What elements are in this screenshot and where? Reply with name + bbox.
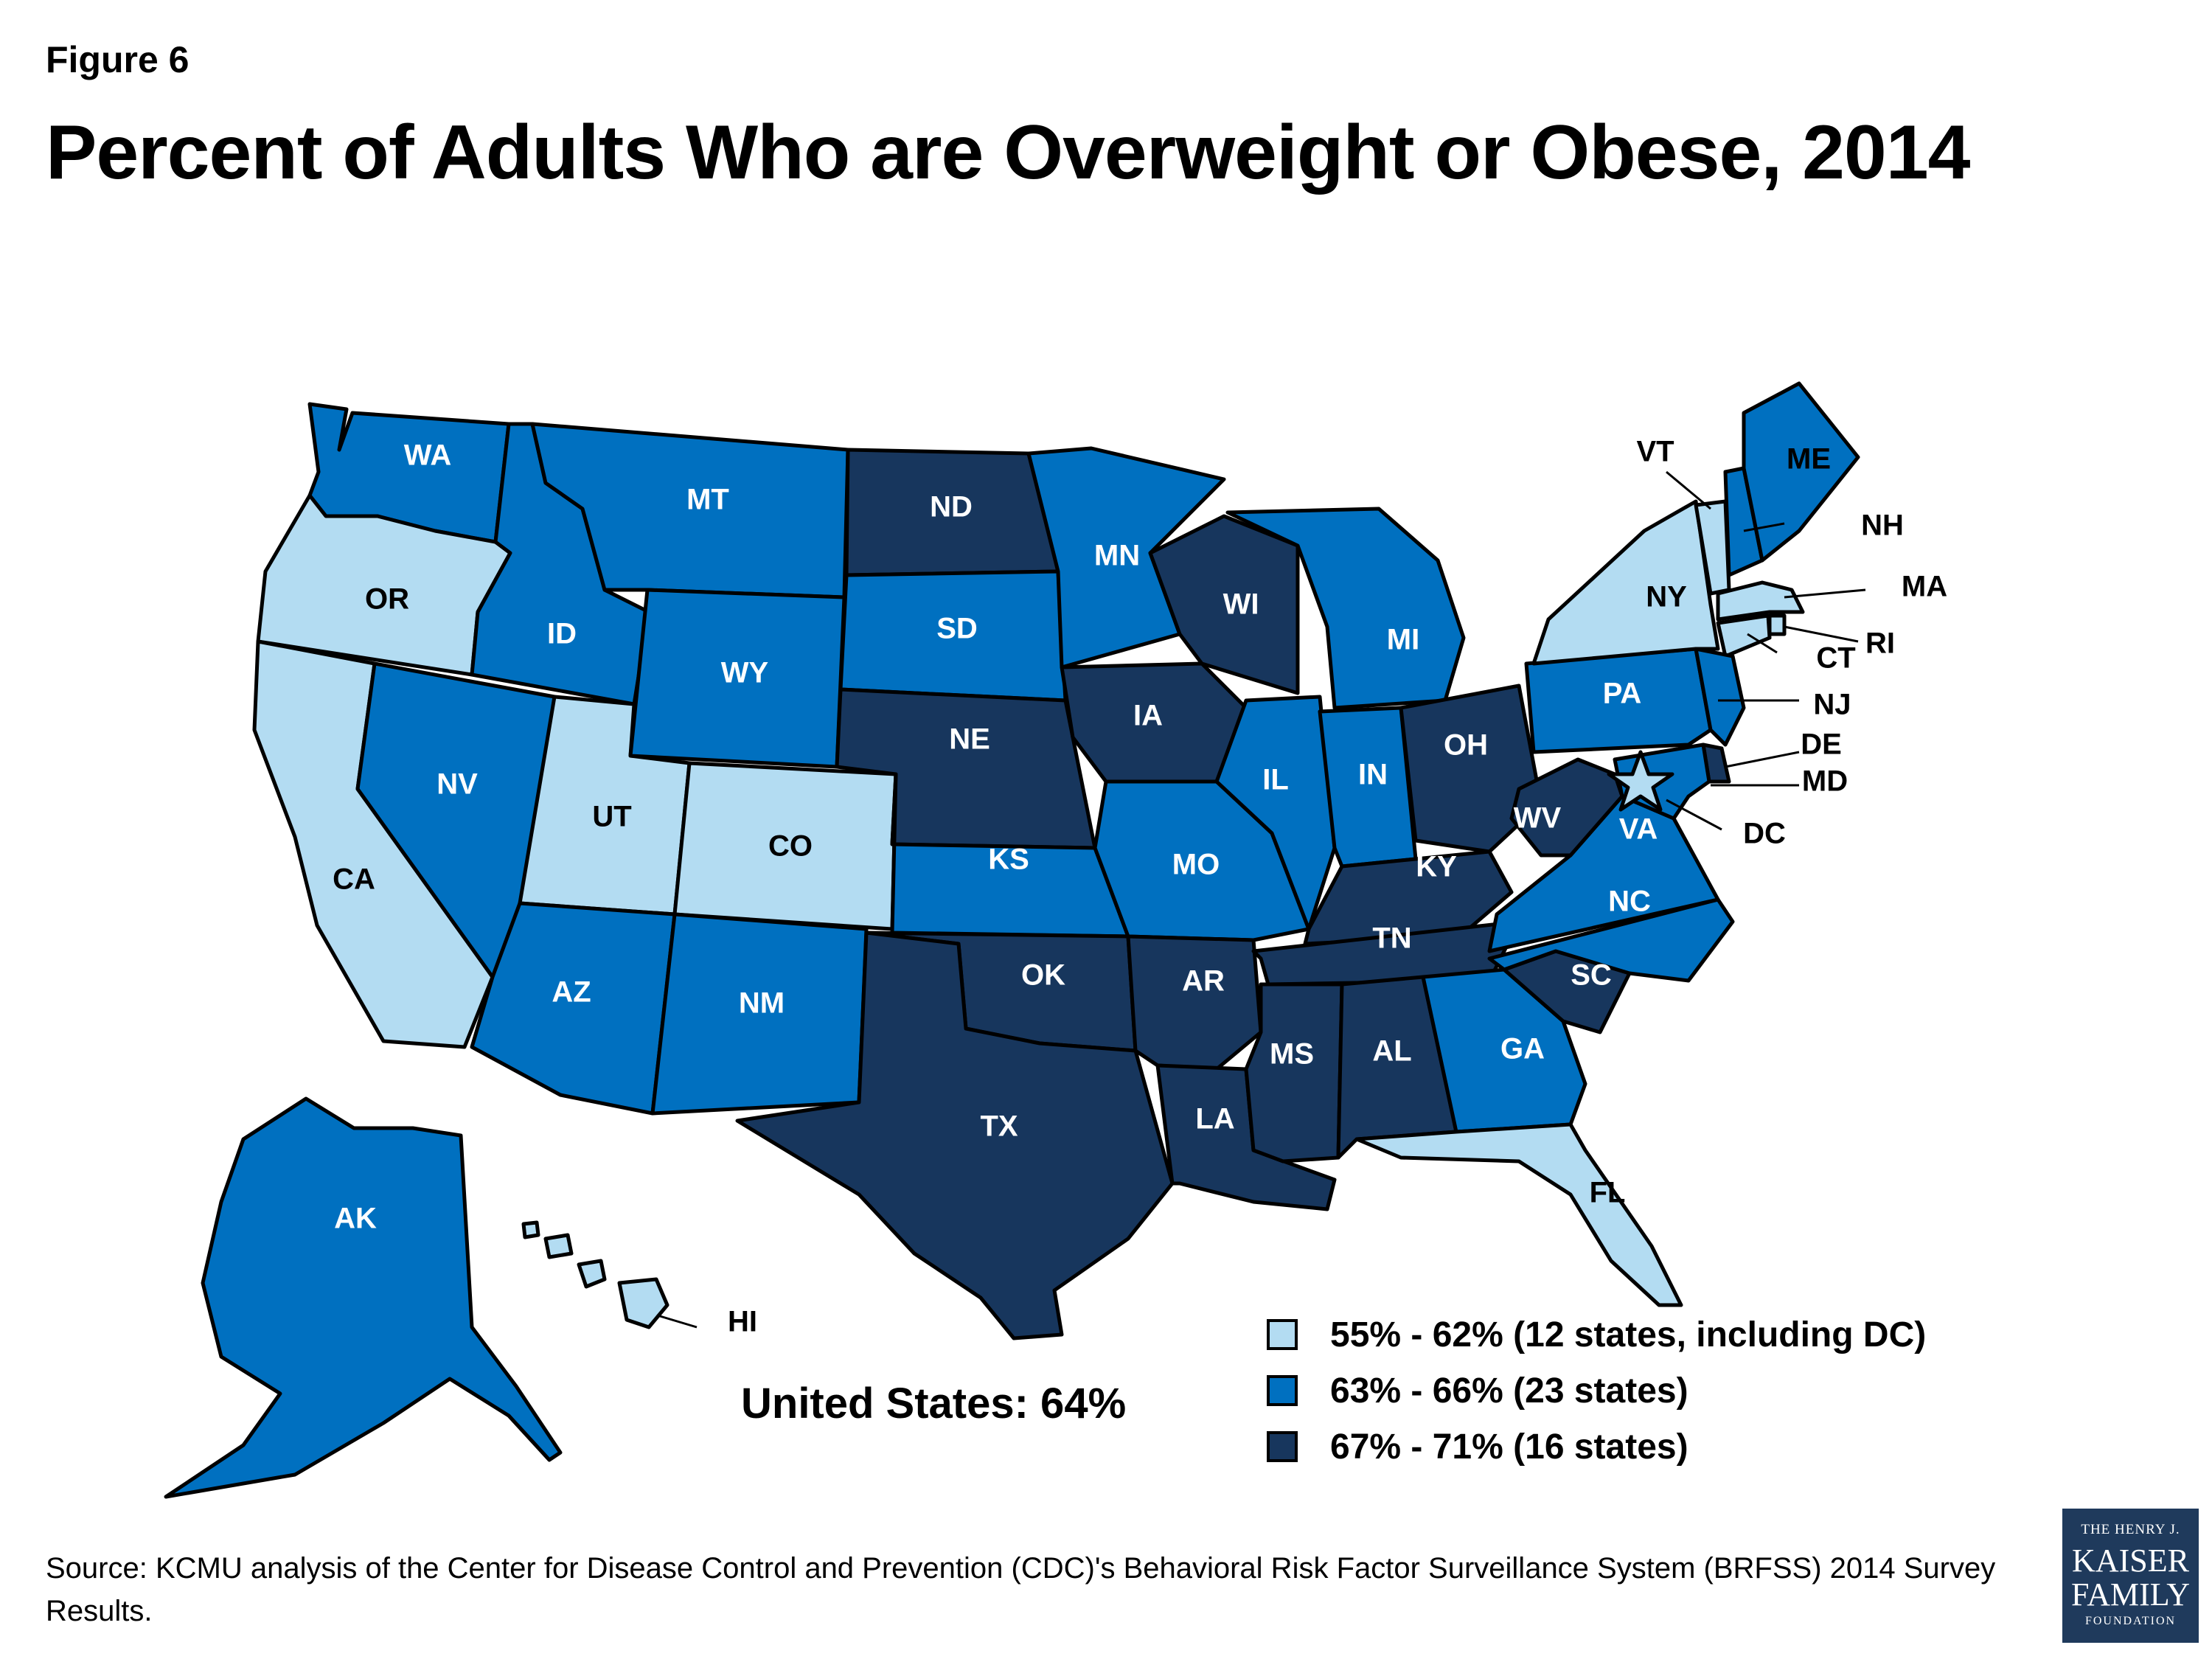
label-FL: FL <box>1590 1177 1626 1209</box>
state-labels: WA OR CA ID NV UT AZ MT WY CO NM ND SD N… <box>333 436 1947 1338</box>
label-MO: MO <box>1172 849 1220 881</box>
state-KY <box>1303 849 1514 946</box>
leader-lines <box>659 470 1866 1329</box>
logo-line: FOUNDATION <box>2084 1615 2177 1627</box>
label-LA: LA <box>1195 1103 1234 1135</box>
label-MT: MT <box>686 484 729 516</box>
label-AZ: AZ <box>552 976 591 1009</box>
logo-line: KAISER <box>2072 1543 2189 1579</box>
label-ND: ND <box>930 491 973 524</box>
legend-item-mid: 63% - 66% (23 states) <box>1267 1363 1926 1419</box>
label-CA: CA <box>333 863 375 896</box>
legend-label: 55% - 62% (12 states, including DC) <box>1330 1315 1927 1354</box>
us-total: United States: 64% <box>741 1380 1127 1427</box>
label-OK: OK <box>1021 959 1065 992</box>
source-note: Source: KCMU analysis of the Center for … <box>46 1552 1996 1627</box>
state-ME <box>1742 381 1860 563</box>
label-ME: ME <box>1787 443 1831 476</box>
label-VT: VT <box>1636 436 1674 468</box>
label-WV: WV <box>1514 802 1562 835</box>
state-NJ <box>1694 647 1746 747</box>
label-TN: TN <box>1372 922 1411 955</box>
label-NE: NE <box>949 723 990 756</box>
state-CT <box>1716 613 1772 658</box>
legend-swatch-dark <box>1267 1431 1298 1462</box>
state-FL <box>1354 1122 1683 1307</box>
label-KS: KS <box>988 844 1029 876</box>
logo-line: FAMILY <box>2070 1576 2190 1613</box>
state-DC-star <box>1607 750 1674 812</box>
label-NY: NY <box>1646 581 1687 613</box>
state-MA <box>1716 580 1805 622</box>
label-CO: CO <box>768 830 813 863</box>
label-UT: UT <box>592 801 631 833</box>
label-RI: RI <box>1865 627 1895 660</box>
state-NC <box>1487 897 1735 983</box>
state-AK <box>164 1096 563 1499</box>
legend-item-dark: 67% - 71% (16 states) <box>1267 1419 1926 1475</box>
label-IL: IL <box>1262 764 1289 796</box>
label-IA: IA <box>1133 700 1163 732</box>
label-NJ: NJ <box>1813 689 1851 721</box>
label-MD: MD <box>1802 765 1848 798</box>
legend-item-light: 55% - 62% (12 states, including DC) <box>1267 1307 1926 1363</box>
label-SC: SC <box>1571 959 1612 992</box>
kff-logo: THE HENRY J. KAISER FAMILY FOUNDATION <box>2062 1509 2199 1643</box>
label-WY: WY <box>721 657 769 689</box>
state-MS <box>1244 982 1344 1164</box>
label-CT: CT <box>1816 642 1855 675</box>
legend-label: 67% - 71% (16 states) <box>1330 1427 1688 1467</box>
label-DC: DC <box>1743 818 1786 850</box>
label-WI: WI <box>1223 588 1259 621</box>
label-DE: DE <box>1801 728 1842 761</box>
state-HI-island-4 <box>521 1220 540 1239</box>
label-IN: IN <box>1358 759 1388 791</box>
state-NY <box>1531 499 1720 666</box>
label-NM: NM <box>739 987 785 1020</box>
label-NH: NH <box>1861 509 1904 542</box>
legend-swatch-mid <box>1267 1375 1298 1406</box>
label-SD: SD <box>936 613 978 645</box>
state-HI-island-2 <box>577 1259 607 1289</box>
label-GA: GA <box>1500 1033 1545 1065</box>
state-WV <box>1509 757 1624 858</box>
label-NC: NC <box>1608 886 1651 918</box>
state-HI-island-3 <box>543 1233 574 1259</box>
label-AR: AR <box>1182 965 1225 998</box>
state-RI <box>1767 613 1787 636</box>
state-HI <box>617 1277 669 1329</box>
label-WA: WA <box>404 439 451 472</box>
label-OR: OR <box>365 583 409 616</box>
label-NV: NV <box>437 768 478 801</box>
legend-swatch-light <box>1267 1319 1298 1350</box>
label-HI: HI <box>728 1306 757 1338</box>
logo-line: THE HENRY J. <box>2081 1522 2180 1537</box>
label-OH: OH <box>1444 729 1488 762</box>
figure-label: Figure 6 <box>46 39 189 80</box>
state-TX <box>735 931 1175 1340</box>
state-OH <box>1399 684 1543 854</box>
label-MN: MN <box>1094 540 1140 572</box>
label-AK: AK <box>334 1203 377 1235</box>
label-MS: MS <box>1270 1038 1314 1071</box>
legend: 55% - 62% (12 states, including DC) 63% … <box>1267 1307 1926 1475</box>
label-ID: ID <box>547 618 577 650</box>
label-MA: MA <box>1902 571 1947 603</box>
label-TX: TX <box>980 1110 1018 1143</box>
label-AL: AL <box>1372 1035 1411 1068</box>
chart-title: Percent of Adults Who are Overweight or … <box>46 110 1970 195</box>
label-VA: VA <box>1619 813 1658 846</box>
state-AR <box>1126 934 1263 1071</box>
legend-label: 63% - 66% (23 states) <box>1330 1371 1688 1411</box>
label-KY: KY <box>1416 851 1457 883</box>
label-PA: PA <box>1603 678 1642 710</box>
label-MI: MI <box>1387 624 1419 656</box>
state-WI <box>1148 514 1300 695</box>
